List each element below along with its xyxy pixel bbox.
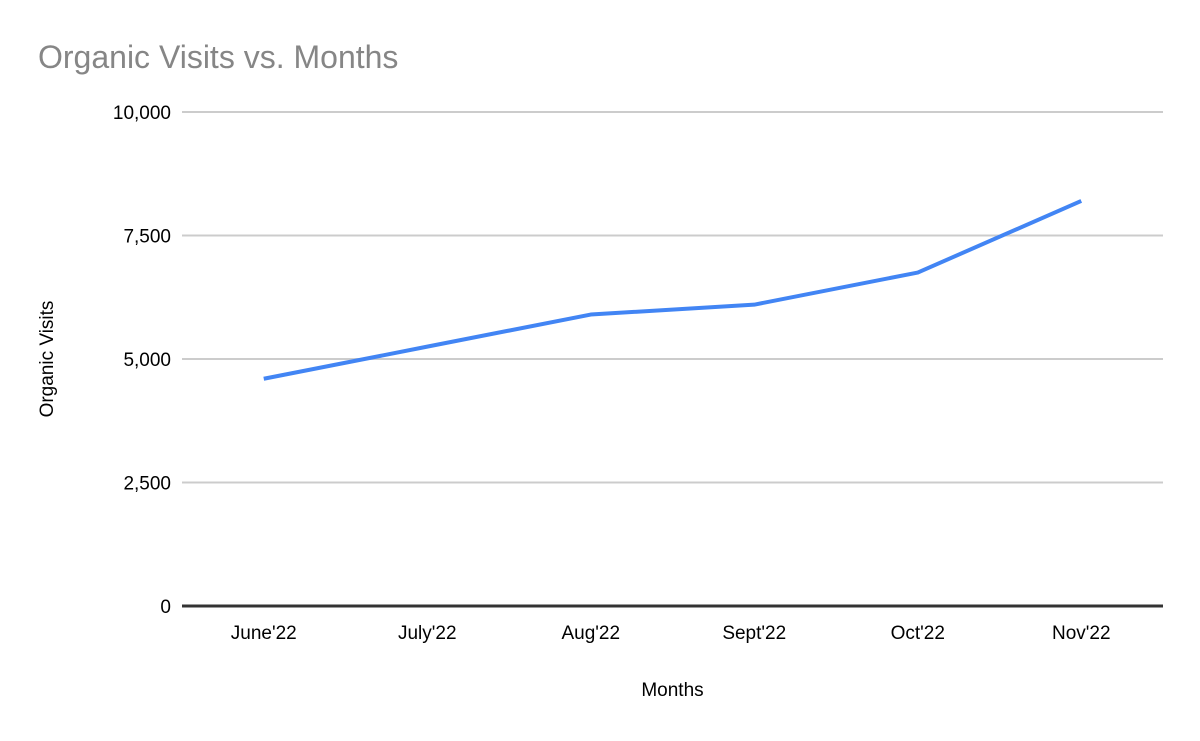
x-tick-label: July'22 <box>398 623 457 644</box>
x-tick-label: Oct'22 <box>891 623 945 644</box>
y-tick-label: 0 <box>160 597 171 618</box>
y-tick-label: 10,000 <box>113 103 171 124</box>
x-tick-label: Nov'22 <box>1052 623 1111 644</box>
y-tick-label: 2,500 <box>123 474 171 495</box>
y-tick-label: 5,000 <box>123 350 171 371</box>
x-tick-label: Sept'22 <box>722 623 786 644</box>
x-axis-title: Months <box>641 680 704 701</box>
series-line-organic-visits <box>263 199 1083 381</box>
chart-title: Organic Visits vs. Months <box>38 39 399 75</box>
x-tick-label: Aug'22 <box>561 623 620 644</box>
y-tick-label: 7,500 <box>123 227 171 248</box>
x-tick-label: June'22 <box>231 623 297 644</box>
